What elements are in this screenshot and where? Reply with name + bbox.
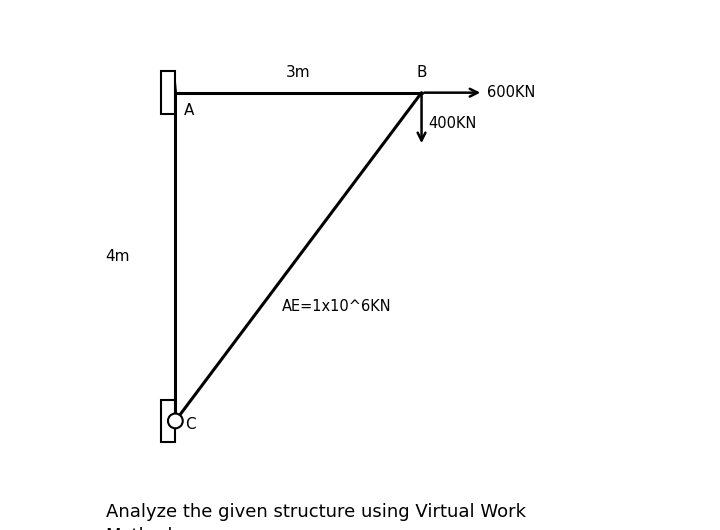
Text: 400KN: 400KN: [428, 116, 477, 131]
Text: A: A: [184, 102, 194, 118]
Text: 4m: 4m: [106, 249, 130, 264]
Circle shape: [168, 413, 183, 428]
Text: Analyze the given structure using Virtual Work
Method
Determine the displacement: Analyze the given structure using Virtua…: [106, 503, 526, 530]
Bar: [161, 72, 176, 114]
Text: AE=1x10^6KN: AE=1x10^6KN: [282, 298, 392, 314]
Text: 600KN: 600KN: [487, 85, 536, 100]
Bar: [161, 400, 176, 442]
Polygon shape: [175, 81, 176, 104]
Text: 3m: 3m: [286, 65, 311, 81]
Text: C: C: [185, 417, 196, 432]
Text: B: B: [416, 65, 427, 81]
